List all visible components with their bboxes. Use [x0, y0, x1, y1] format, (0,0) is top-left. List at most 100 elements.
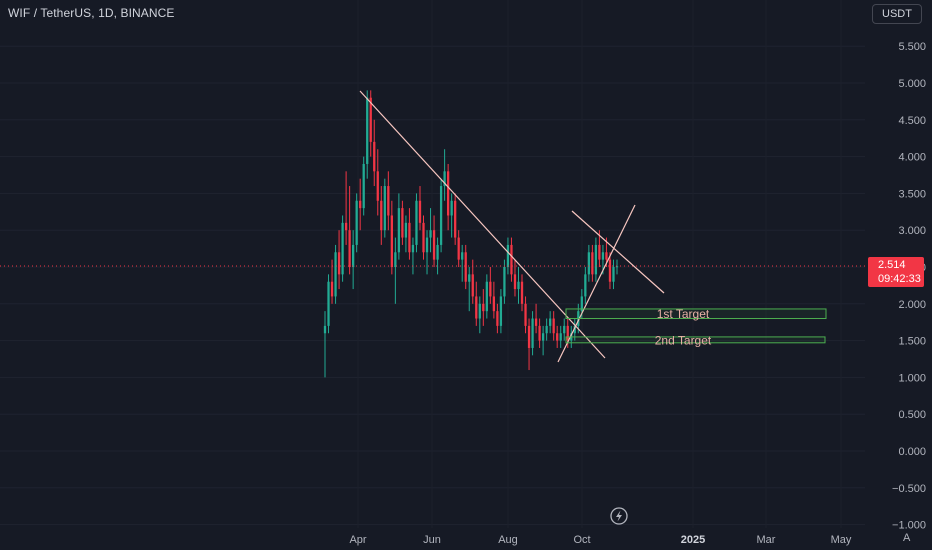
candle-body — [334, 252, 337, 297]
lightning-icon[interactable] — [610, 507, 628, 525]
candle-body — [376, 171, 379, 201]
auto-scale-label[interactable]: A — [903, 532, 911, 544]
target-box — [565, 336, 826, 344]
candle-body — [337, 252, 341, 275]
candle-body — [615, 266, 619, 268]
candle-body — [531, 318, 534, 348]
candle-body — [383, 186, 386, 231]
candle-body — [330, 281, 334, 297]
candle-body — [556, 333, 559, 341]
candle-body — [397, 208, 401, 253]
y-tick-label: 1.000 — [898, 372, 926, 384]
candle-body — [552, 318, 555, 334]
trendline-major-down — [359, 90, 606, 359]
candle-body — [545, 325, 548, 334]
candle-body — [496, 311, 499, 326]
candle-body — [408, 222, 411, 253]
time-axis[interactable]: Apr Jun Aug Oct 2025 Mar May — [349, 534, 851, 546]
trendline-up — [557, 204, 636, 363]
candle-body — [601, 252, 605, 260]
candle-body — [608, 259, 612, 282]
candle-body — [369, 97, 372, 142]
y-tick-label: 4.500 — [898, 115, 926, 127]
candle-body — [541, 333, 545, 341]
last-price-tag: 2.514 09:42:33 — [868, 257, 924, 287]
candle-body — [373, 141, 376, 172]
currency-button[interactable]: USDT — [872, 4, 922, 24]
candle-body — [425, 237, 429, 253]
candle-body — [415, 200, 418, 245]
x-tick-label: May — [831, 534, 852, 546]
candle-body — [411, 244, 415, 253]
y-tick-label: 5.500 — [898, 41, 926, 53]
candle-body — [482, 303, 485, 312]
candle-body — [485, 281, 488, 312]
candle-body — [524, 303, 527, 326]
candle-body — [605, 252, 608, 260]
candle-body — [591, 252, 594, 275]
candle-body — [327, 281, 330, 326]
trendline-minor-down — [571, 210, 665, 294]
drawings: 1st Target 2nd Target — [0, 90, 865, 363]
x-tick-label: 2025 — [681, 534, 705, 546]
y-tick-label: 3.500 — [898, 188, 926, 200]
y-tick-label: −0.500 — [892, 483, 926, 495]
candle-body — [517, 281, 520, 290]
y-tick-label: 0.000 — [898, 446, 926, 458]
candle-body — [534, 318, 538, 326]
candle-body — [520, 281, 524, 304]
x-tick-label: Aug — [498, 534, 518, 546]
candle-body — [471, 274, 474, 297]
candle-body — [580, 296, 583, 312]
candle-body — [475, 296, 478, 319]
candle-body — [352, 244, 355, 267]
candle-body — [573, 325, 576, 334]
last-price: 2.514 — [878, 259, 906, 271]
candle-body — [404, 222, 408, 238]
chart-grid — [0, 45, 865, 526]
candle-body — [598, 244, 601, 260]
y-tick-label: −1.000 — [892, 520, 926, 532]
target-label: 2nd Target — [655, 333, 712, 347]
price-axis[interactable]: 5.5005.0004.5004.0003.5003.0002.5002.000… — [892, 41, 926, 531]
candle-body — [492, 296, 496, 312]
candle-body — [527, 325, 531, 348]
candle-body — [612, 267, 615, 282]
candle-body — [559, 333, 562, 341]
candle-body — [563, 325, 566, 334]
candle-body — [348, 230, 351, 267]
y-tick-label: 2.000 — [898, 299, 926, 311]
candles — [323, 90, 619, 378]
x-tick-label: Apr — [349, 534, 366, 546]
bar-countdown: 09:42:33 — [878, 273, 921, 285]
x-tick-label: Mar — [757, 534, 776, 546]
candle-body — [362, 163, 365, 209]
candle-body — [457, 237, 460, 260]
candle-body — [594, 244, 598, 275]
candle-body — [390, 215, 393, 267]
y-tick-label: 0.500 — [898, 409, 926, 421]
candle-body — [446, 171, 450, 216]
candle-body — [587, 252, 590, 275]
candle-body — [422, 222, 425, 253]
candle-body — [461, 252, 464, 260]
candle-body — [454, 200, 457, 238]
target-box — [565, 308, 827, 320]
candle-body — [549, 318, 552, 326]
candle-body — [503, 267, 506, 297]
symbol-title: WIF / TetherUS, 1D, BINANCE — [8, 6, 175, 20]
candle-body — [478, 303, 481, 319]
candle-body — [506, 244, 510, 267]
candle-body — [366, 97, 369, 164]
candle-body — [443, 171, 446, 187]
candle-body — [355, 200, 358, 245]
candle-body — [394, 252, 397, 267]
y-tick-label: 1.500 — [898, 336, 926, 348]
candle-body — [538, 325, 541, 341]
candle-body — [418, 200, 422, 223]
candle-body — [387, 186, 390, 216]
candle-body — [584, 274, 587, 297]
candle-body — [429, 230, 432, 238]
candle-body — [513, 274, 517, 290]
